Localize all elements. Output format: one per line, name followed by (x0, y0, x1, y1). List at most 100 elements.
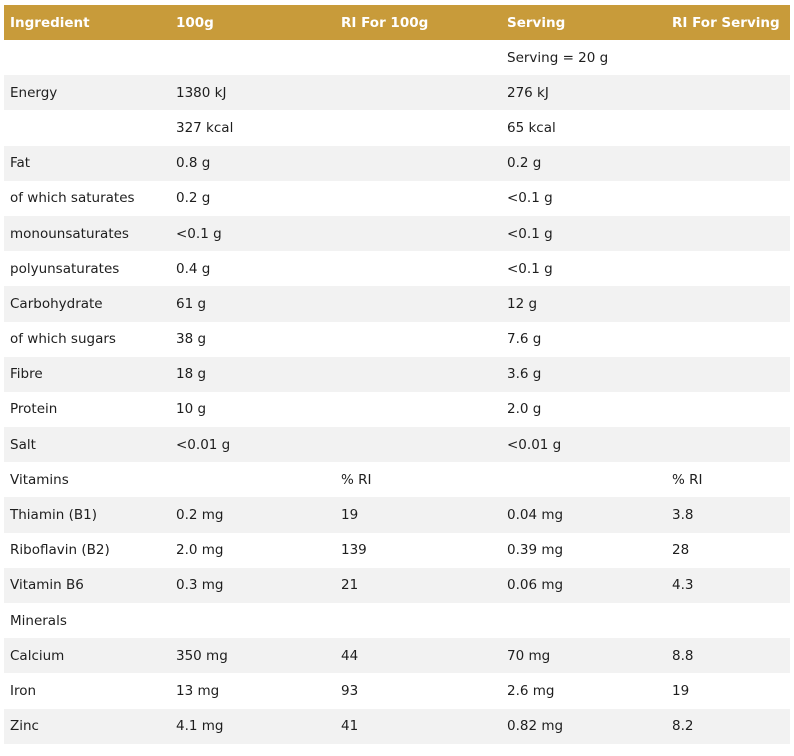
table-row: Fibre 18 g 3.6 g (4, 356, 790, 392)
header-ri-serving: RI For Serving (666, 5, 790, 40)
cell-serving: <0.01 g (501, 427, 666, 463)
cell-ri-100g: 93 (335, 673, 501, 709)
cell-100g: 0.8 g (170, 145, 335, 181)
cell-ri-serving: 28 (666, 532, 790, 568)
cell-ri-serving: 19 (666, 673, 790, 709)
cell-ingredient: Minerals (4, 603, 170, 639)
cell-serving: 3.6 g (501, 356, 666, 392)
cell-ri-100g (335, 286, 501, 322)
cell-ri-serving: % RI (666, 462, 790, 498)
cell-serving: 0.39 mg (501, 532, 666, 568)
cell-ri-serving: 8.2 (666, 708, 790, 744)
table-row: of which saturates 0.2 g <0.1 g (4, 180, 790, 216)
cell-ri-100g (335, 321, 501, 357)
cell-ri-100g (335, 391, 501, 428)
cell-serving: <0.1 g (501, 180, 666, 216)
cell-serving: 2.0 g (501, 391, 666, 428)
cell-serving: 276 kJ (501, 75, 666, 111)
nutrition-table: Ingredient 100g RI For 100g Serving RI F… (4, 5, 790, 744)
table-row: Protein 10 g 2.0 g (4, 391, 790, 428)
cell-ingredient: Iron (4, 673, 170, 709)
cell-serving: 0.82 mg (501, 708, 666, 744)
cell-serving: 7.6 g (501, 321, 666, 357)
cell-ri-serving (666, 603, 790, 639)
cell-ri-100g: 19 (335, 497, 501, 533)
cell-100g: 10 g (170, 391, 335, 428)
cell-100g: 350 mg (170, 638, 335, 674)
cell-100g: 13 mg (170, 673, 335, 709)
cell-ri-100g: 139 (335, 532, 501, 568)
cell-ingredient: Fibre (4, 356, 170, 392)
cell-ingredient: Salt (4, 427, 170, 463)
cell-ingredient: Vitamins (4, 462, 170, 498)
cell-ri-100g (335, 427, 501, 463)
table-row: Energy 1380 kJ 276 kJ (4, 75, 790, 111)
cell-ri-serving: 4.3 (666, 567, 790, 603)
header-ingredient: Ingredient (4, 5, 170, 40)
cell-100g: 0.3 mg (170, 567, 335, 603)
cell-ri-serving (666, 427, 790, 463)
cell-ri-serving: 8.8 (666, 638, 790, 674)
cell-100g: 1380 kJ (170, 75, 335, 111)
cell-serving: 0.2 g (501, 145, 666, 181)
cell-ingredient (4, 40, 170, 76)
cell-100g: 2.0 mg (170, 532, 335, 568)
cell-ingredient: Vitamin B6 (4, 567, 170, 603)
table-row: Salt <0.01 g <0.01 g (4, 427, 790, 463)
cell-ri-100g (335, 40, 501, 76)
cell-100g (170, 603, 335, 639)
cell-ri-serving (666, 286, 790, 322)
cell-ri-100g (335, 251, 501, 287)
nutrition-table-container: Ingredient 100g RI For 100g Serving RI F… (4, 5, 790, 744)
cell-ingredient: monounsaturates (4, 215, 170, 252)
cell-ingredient: Protein (4, 391, 170, 428)
table-row: Thiamin (B1) 0.2 mg 19 0.04 mg 3.8 (4, 497, 790, 533)
cell-ri-100g (335, 215, 501, 252)
cell-100g: 38 g (170, 321, 335, 357)
cell-ri-serving (666, 321, 790, 357)
cell-ingredient: Riboflavin (B2) (4, 532, 170, 568)
table-row: Calcium 350 mg 44 70 mg 8.8 (4, 638, 790, 674)
cell-100g: 327 kcal (170, 110, 335, 146)
cell-serving: <0.1 g (501, 251, 666, 287)
cell-100g (170, 40, 335, 76)
table-body: Serving = 20 g Energy 1380 kJ 276 kJ 327 kca… (4, 40, 790, 744)
cell-ingredient: Carbohydrate (4, 286, 170, 322)
cell-100g: <0.01 g (170, 427, 335, 463)
cell-serving: 0.04 mg (501, 497, 666, 533)
cell-serving: Serving = 20 g (501, 40, 666, 76)
header-100g: 100g (170, 5, 335, 40)
cell-ri-100g (335, 145, 501, 181)
cell-ri-100g: 41 (335, 708, 501, 744)
cell-ingredient: of which saturates (4, 180, 170, 216)
table-row: monounsaturates <0.1 g <0.1 g (4, 215, 790, 252)
cell-100g: 0.4 g (170, 251, 335, 287)
cell-serving: 70 mg (501, 638, 666, 674)
cell-serving (501, 462, 666, 498)
header-ri-100g: RI For 100g (335, 5, 501, 40)
cell-serving: <0.1 g (501, 215, 666, 252)
cell-ingredient: of which sugars (4, 321, 170, 357)
cell-100g: 61 g (170, 286, 335, 322)
table-row: Carbohydrate 61 g 12 g (4, 286, 790, 322)
cell-serving: 65 kcal (501, 110, 666, 146)
table-row: Zinc 4.1 mg 41 0.82 mg 8.2 (4, 708, 790, 744)
cell-ri-serving (666, 145, 790, 181)
cell-serving: 2.6 mg (501, 673, 666, 709)
table-row: Iron 13 mg 93 2.6 mg 19 (4, 673, 790, 709)
cell-ri-serving (666, 75, 790, 111)
cell-100g: 4.1 mg (170, 708, 335, 744)
cell-ingredient: Zinc (4, 708, 170, 744)
cell-ri-serving (666, 251, 790, 287)
cell-ri-100g: % RI (335, 462, 501, 498)
cell-ingredient (4, 110, 170, 146)
cell-100g: 18 g (170, 356, 335, 392)
table-header: Ingredient 100g RI For 100g Serving RI F… (4, 5, 790, 40)
table-row: polyunsaturates 0.4 g <0.1 g (4, 251, 790, 287)
cell-ri-100g (335, 603, 501, 639)
header-row: Ingredient 100g RI For 100g Serving RI F… (4, 5, 790, 40)
cell-ri-100g (335, 75, 501, 111)
table-row: Fat 0.8 g 0.2 g (4, 145, 790, 181)
cell-ingredient: polyunsaturates (4, 251, 170, 287)
cell-ri-100g: 44 (335, 638, 501, 674)
